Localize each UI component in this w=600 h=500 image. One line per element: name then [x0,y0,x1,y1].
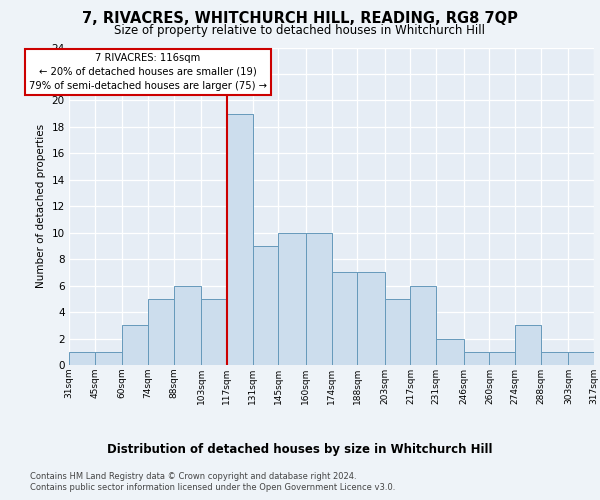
Bar [227,114,253,365]
Bar [436,338,464,365]
Bar [201,299,227,365]
Bar [385,299,410,365]
Bar [173,286,201,365]
Bar [122,326,148,365]
Text: 7, RIVACRES, WHITCHURCH HILL, READING, RG8 7QP: 7, RIVACRES, WHITCHURCH HILL, READING, R… [82,11,518,26]
Bar [306,232,331,365]
Bar [148,299,173,365]
Y-axis label: Number of detached properties: Number of detached properties [36,124,46,288]
Bar [515,326,541,365]
Bar [278,232,306,365]
Bar [95,352,122,365]
Bar [253,246,278,365]
Text: 7 RIVACRES: 116sqm
← 20% of detached houses are smaller (19)
79% of semi-detache: 7 RIVACRES: 116sqm ← 20% of detached hou… [29,53,267,91]
Bar [331,272,357,365]
Bar [357,272,385,365]
Text: Contains public sector information licensed under the Open Government Licence v3: Contains public sector information licen… [30,483,395,492]
Text: Distribution of detached houses by size in Whitchurch Hill: Distribution of detached houses by size … [107,442,493,456]
Bar [69,352,95,365]
Bar [464,352,490,365]
Bar [410,286,436,365]
Text: Contains HM Land Registry data © Crown copyright and database right 2024.: Contains HM Land Registry data © Crown c… [30,472,356,481]
Text: Size of property relative to detached houses in Whitchurch Hill: Size of property relative to detached ho… [115,24,485,37]
Bar [568,352,594,365]
Bar [490,352,515,365]
Bar [541,352,568,365]
